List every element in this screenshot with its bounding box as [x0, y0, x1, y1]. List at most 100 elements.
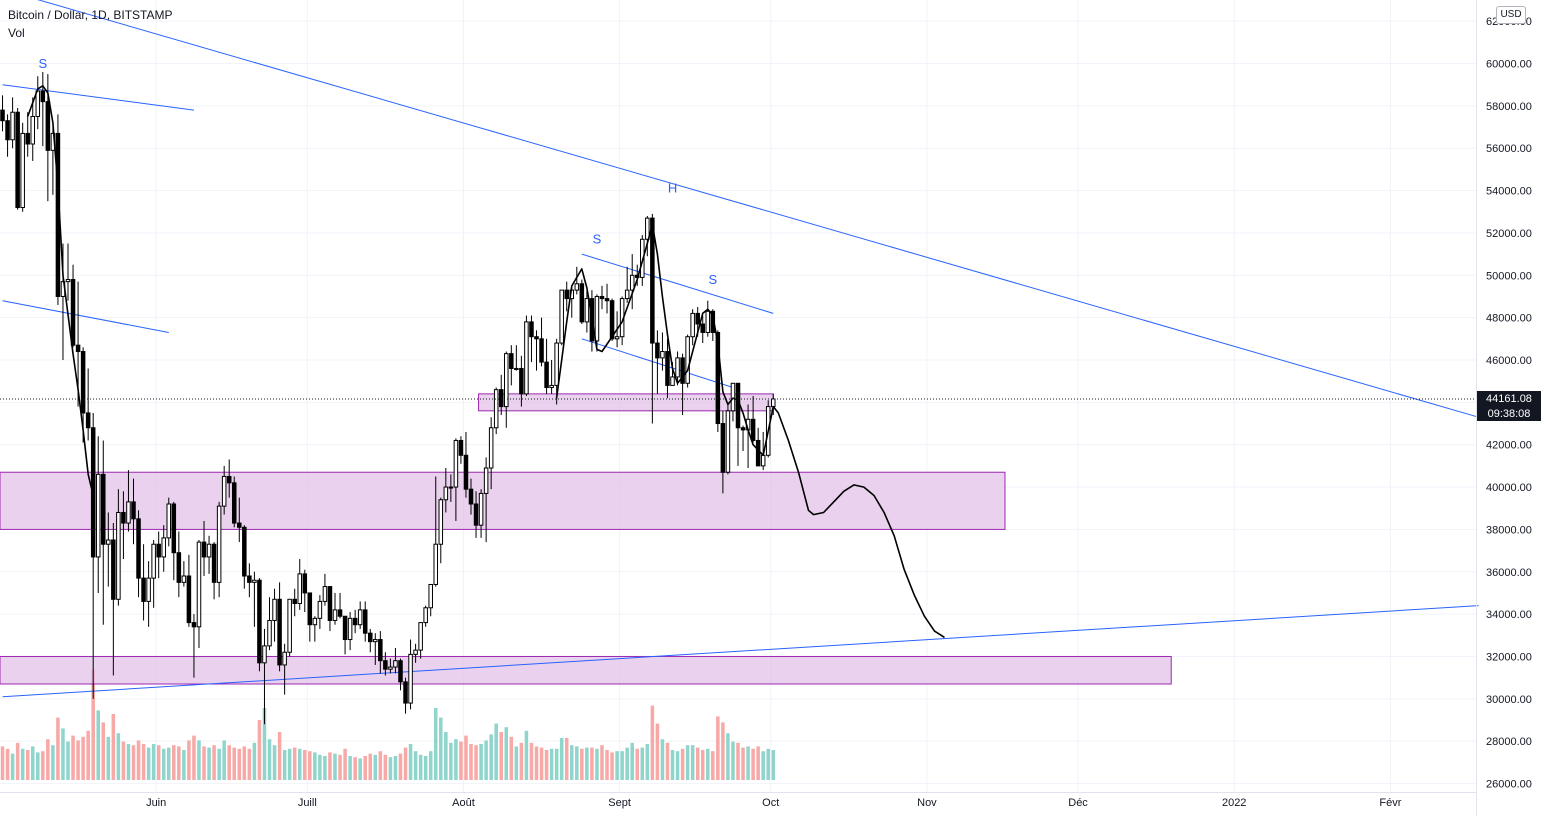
candle-up — [443, 486, 449, 501]
volume-bar — [56, 717, 60, 780]
volume-bar — [333, 753, 337, 780]
candle-up — [549, 384, 554, 389]
time-tick-label: Sept — [608, 797, 631, 809]
price-tick-label: 56000.00 — [1486, 143, 1532, 155]
volume-bar — [580, 748, 584, 780]
candle-up — [730, 382, 736, 412]
volume-bar — [66, 741, 70, 780]
volume-bar — [695, 747, 700, 780]
candle-down — [544, 361, 549, 389]
volume-bar — [494, 723, 498, 780]
candle-up — [584, 298, 590, 323]
volume-bar — [761, 751, 765, 780]
candle-up — [629, 274, 635, 291]
volume-bar — [433, 708, 438, 780]
candle-down — [680, 357, 685, 384]
volume-bar — [197, 740, 201, 780]
volume-bar — [766, 748, 770, 780]
volume-bar — [726, 733, 730, 780]
price-tick-label: 28000.00 — [1486, 736, 1532, 748]
candle-up — [559, 289, 564, 344]
candle-up — [20, 132, 25, 209]
candle-up — [594, 295, 600, 342]
candle-down — [191, 622, 197, 628]
candle-up — [10, 111, 15, 141]
volume-bar — [544, 750, 549, 780]
volume-bar — [76, 740, 80, 780]
volume-bar — [96, 710, 100, 780]
volume-bar — [292, 747, 297, 780]
candle-up — [408, 653, 413, 704]
candle-up — [317, 600, 323, 619]
volume-bar — [736, 742, 740, 780]
candle-down — [70, 279, 76, 346]
support-resistance-zone — [0, 471, 1006, 530]
candle-up — [357, 609, 363, 626]
candle-down — [327, 586, 333, 621]
volume-bar — [675, 751, 680, 780]
volume-bar — [403, 747, 408, 780]
candle-down — [342, 615, 348, 641]
volume-bar — [247, 748, 252, 780]
candle-down — [700, 323, 706, 333]
candle-up — [670, 376, 675, 386]
volume-bar — [771, 750, 776, 780]
candle-down — [141, 577, 146, 602]
candle-down — [665, 351, 670, 386]
volume-bar — [519, 742, 524, 780]
candle-down — [463, 454, 469, 490]
price-tick-label: 40000.00 — [1486, 482, 1532, 494]
volume-bar — [348, 756, 352, 780]
candle-up — [514, 367, 519, 370]
volume-bar — [353, 757, 357, 780]
candle-up — [690, 312, 695, 338]
candle-down — [599, 295, 605, 300]
candle-up — [126, 501, 131, 524]
volume-bar — [126, 744, 131, 780]
candle-down — [468, 488, 474, 505]
candle-down — [609, 300, 615, 340]
candle-up — [705, 310, 711, 333]
volume-bar — [61, 728, 65, 780]
candle-up — [181, 575, 187, 583]
volume-bar — [106, 736, 111, 780]
candle-up — [332, 609, 338, 621]
candle-down — [226, 475, 232, 484]
trendlines — [2, 0, 1479, 698]
candle-down — [302, 573, 308, 594]
time-tick-label: Oct — [762, 797, 779, 809]
candle-down — [101, 473, 106, 545]
candle-down — [136, 518, 141, 579]
volume-bar — [368, 753, 373, 780]
candle-down — [242, 526, 247, 577]
price-tick-label: 36000.00 — [1486, 567, 1532, 579]
candle-down — [186, 575, 192, 624]
candle-up — [151, 543, 156, 579]
volume-bar — [423, 756, 428, 780]
candle-down — [237, 522, 242, 528]
volume-indicator-label: Vol — [8, 26, 25, 40]
volume-bar — [524, 730, 529, 780]
candle-up — [161, 537, 166, 558]
candle-down — [307, 592, 313, 626]
volume-bar — [232, 747, 237, 780]
candle-down — [40, 90, 46, 103]
volume-bar — [388, 757, 393, 780]
volume-bar — [585, 747, 589, 780]
price-tick-label: 34000.00 — [1486, 609, 1532, 621]
currency-selector[interactable]: USD — [1496, 6, 1526, 24]
trendline — [581, 253, 774, 314]
pattern-label: S — [708, 272, 717, 287]
candle-down — [231, 482, 237, 524]
volume-bar — [91, 669, 95, 780]
price-tick-label: 26000.00 — [1486, 779, 1532, 791]
trendline — [2, 84, 195, 111]
volume-bar — [504, 727, 509, 780]
candle-up — [433, 543, 439, 585]
candle-down — [45, 101, 51, 151]
bar-countdown: 09:38:08 — [1477, 406, 1541, 421]
volume-bar — [282, 750, 287, 780]
volume-bar — [313, 752, 317, 780]
candle-down — [650, 217, 655, 344]
